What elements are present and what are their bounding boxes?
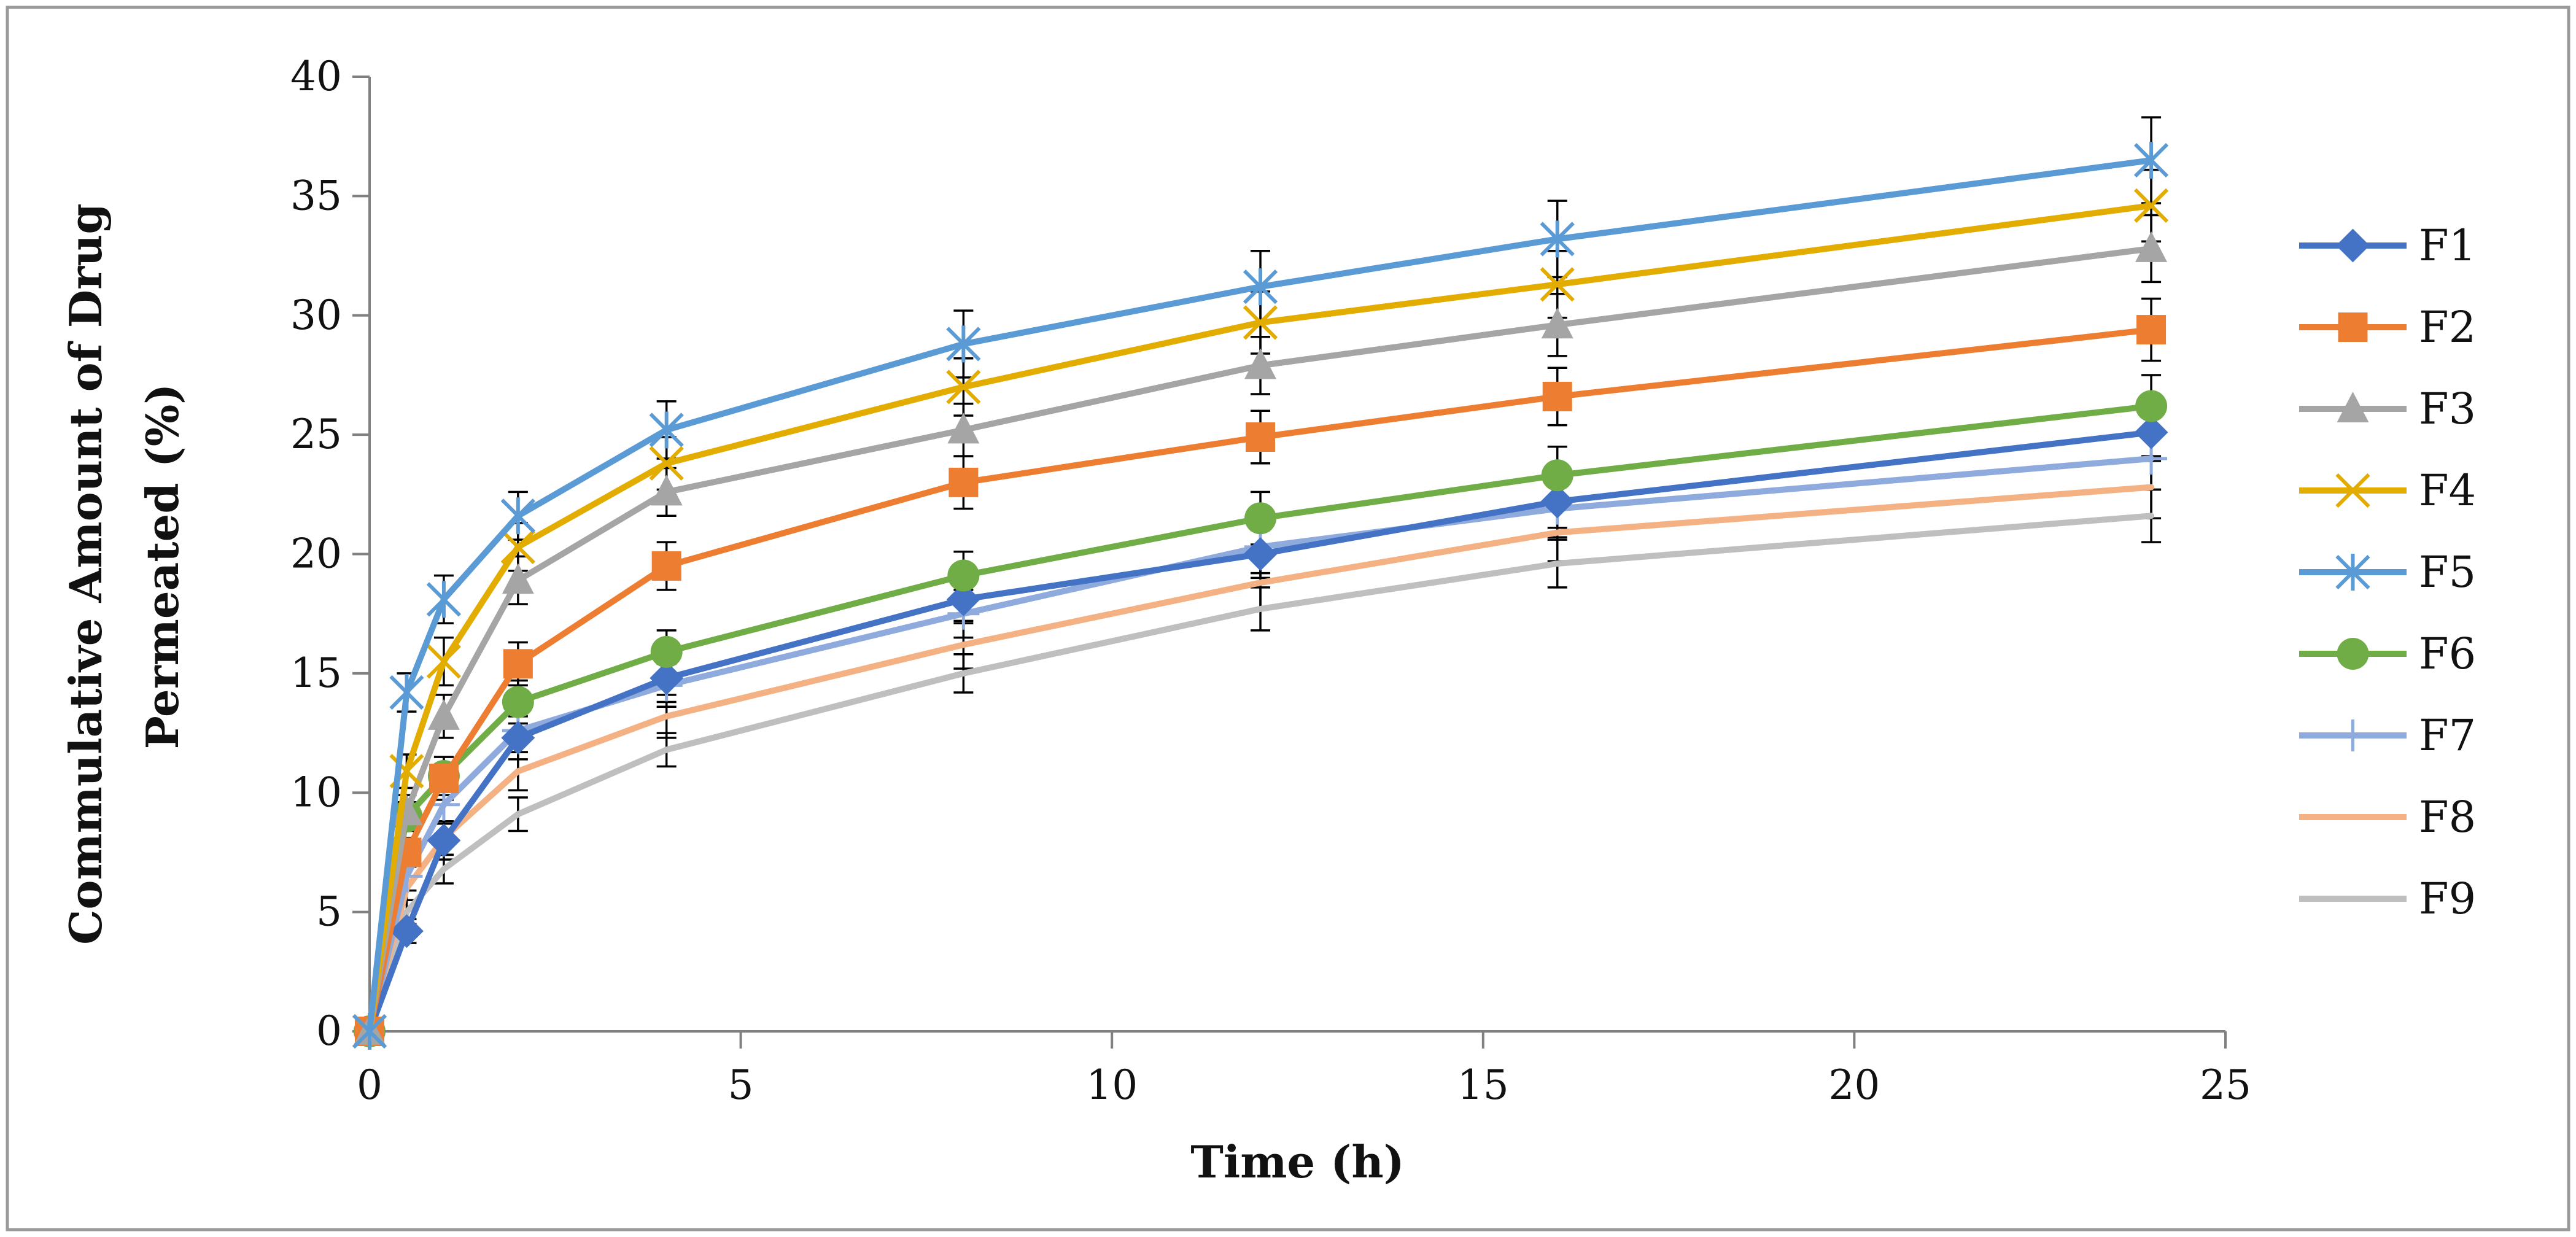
legend-entry-F2: F2 (2299, 302, 2476, 352)
y-tick-label: 30 (290, 292, 342, 339)
legend-entry-F7: F7 (2299, 710, 2476, 761)
point-F2 (503, 649, 533, 679)
point-F2 (2136, 315, 2167, 345)
axes-group: 0 5 10 15 20 25 30 35 40 0 5 10 15 20 25 (290, 53, 2251, 1109)
legend-marker-F7 (2337, 719, 2369, 751)
legend-entry-F8: F8 (2299, 792, 2476, 842)
point-F5 (352, 1013, 387, 1050)
chart-frame (6, 6, 2570, 1231)
point-F1 (650, 661, 684, 696)
legend-marker-F5 (2335, 554, 2370, 591)
legend-entry-F1: F1 (2299, 220, 2476, 271)
point-F4 (500, 529, 535, 564)
point-F1 (946, 582, 980, 616)
point-F4 (649, 446, 684, 481)
legend-label-F8: F8 (2419, 792, 2476, 842)
point-F6 (502, 686, 534, 718)
legend-label-F6: F6 (2419, 629, 2476, 679)
legend-marker-F3 (2337, 392, 2369, 422)
legend-entry-F3: F3 (2299, 384, 2476, 434)
point-F4 (1243, 305, 1278, 340)
point-F5 (2133, 142, 2169, 179)
point-F4 (426, 644, 462, 679)
y-tick-label: 5 (316, 888, 342, 936)
point-F2 (949, 467, 979, 497)
legend-label-F1: F1 (2419, 220, 2476, 271)
point-F2 (1542, 381, 1572, 411)
point-F4 (946, 370, 981, 405)
point-F5 (1243, 268, 1278, 306)
y-tick-label: 25 (290, 411, 342, 458)
point-F3 (947, 413, 980, 444)
y-tick-label: 35 (290, 172, 342, 219)
point-F1 (1243, 537, 1278, 571)
point-F5 (1540, 220, 1575, 258)
x-tick-label: 25 (2200, 1061, 2251, 1109)
series-line-F8 (367, 484, 2155, 1034)
y-tick-label: 15 (290, 650, 342, 697)
legend-label-F2: F2 (2419, 302, 2476, 352)
point-F1 (501, 721, 535, 755)
x-tick-label: 20 (1828, 1061, 1880, 1109)
series-group (352, 142, 2169, 1050)
point-F2 (651, 551, 681, 581)
x-tick-label: 15 (1457, 1061, 1509, 1109)
y-tick-label: 40 (290, 53, 342, 100)
point-F3 (502, 563, 534, 594)
legend-entry-F5: F5 (2299, 547, 2476, 597)
point-F5 (649, 411, 684, 449)
point-F5 (426, 581, 462, 618)
legend-label-F9: F9 (2419, 874, 2476, 924)
series-F1 (352, 415, 2168, 1049)
point-F2 (1246, 422, 1276, 452)
legend-label-F7: F7 (2419, 710, 2476, 761)
point-F4 (1540, 267, 1575, 302)
x-tick-label: 10 (1086, 1061, 1138, 1109)
point-F5 (500, 497, 535, 535)
point-F3 (1541, 308, 1573, 339)
y-tick-label: 20 (290, 530, 342, 578)
legend-label-F3: F3 (2419, 384, 2476, 434)
legend-label-F4: F4 (2419, 465, 2476, 516)
y-axis-title: Commulative Amount of Drug Permeated (%) (60, 188, 188, 945)
legend-marker-F4 (2335, 473, 2370, 508)
point-F1 (390, 914, 424, 948)
legend-entry-F4: F4 (2299, 465, 2476, 516)
series-F5 (352, 142, 2169, 1050)
y-tick-label: 10 (290, 769, 342, 816)
point-F5 (389, 673, 424, 711)
legend-marker-F6 (2337, 638, 2369, 670)
point-F6 (1541, 459, 1573, 492)
point-F3 (427, 699, 460, 730)
point-F2 (429, 763, 459, 793)
point-F4 (2133, 188, 2169, 223)
point-F3 (2135, 231, 2168, 262)
legend-entry-F9: F9 (2299, 874, 2476, 924)
legend-entry-F6: F6 (2299, 629, 2476, 679)
legend: F1 F2 F3 F4 F5 F6 F7 F8 F9 (2299, 220, 2476, 924)
point-F6 (1244, 502, 1277, 535)
legend-marker-F2 (2338, 312, 2368, 342)
x-tick-label: 5 (728, 1061, 754, 1109)
y-axis-title-line-1: Commulative Amount of Drug (60, 203, 112, 945)
series-F8 (367, 484, 2155, 1034)
point-F6 (650, 635, 683, 668)
y-axis-title-line-2: Permeated (%) (136, 384, 188, 750)
point-F3 (650, 475, 683, 506)
x-axis-title: Time (h) (1190, 1136, 1404, 1188)
legend-marker-F1 (2336, 228, 2370, 263)
point-F6 (947, 559, 980, 592)
point-F5 (946, 325, 981, 363)
point-F3 (1244, 348, 1277, 379)
point-F6 (2135, 390, 2168, 422)
point-F1 (2134, 415, 2168, 449)
legend-label-F5: F5 (2419, 547, 2476, 597)
y-tick-label: 0 (316, 1007, 342, 1055)
x-tick-label: 0 (357, 1061, 382, 1109)
point-F1 (427, 823, 461, 858)
point-F1 (1540, 484, 1575, 519)
